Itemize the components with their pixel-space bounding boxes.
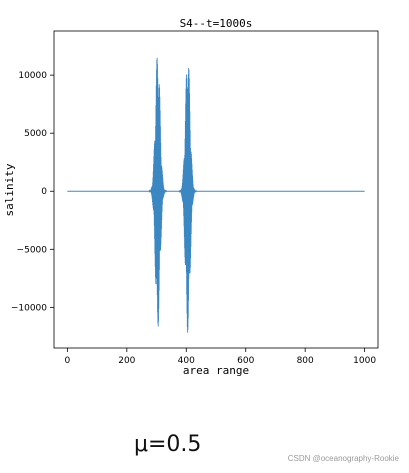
y-axis-label: salinity [3,163,16,216]
salinity-chart: S4--t=1000s 0 200 400 600 800 1000 −10000 −500… [3,17,379,377]
x-tick-label: 400 [178,356,195,366]
salinity-line [67,57,365,333]
chart-title: S4--t=1000s [180,17,253,30]
x-tick-label: 1000 [353,356,376,366]
y-tick-label: −10000 [11,303,47,313]
x-axis-label: area range [183,364,249,377]
x-tick-label: 0 [65,356,71,366]
x-tick-label: 200 [118,356,135,366]
y-tick-label: 0 [41,187,47,197]
y-tick-label: 5000 [24,129,47,139]
plot-frame [53,30,379,349]
x-tick-label: 800 [297,356,314,366]
watermark: CSDN @oceanography-Rookie [287,454,399,463]
mu-caption: μ=0.5 [134,432,202,457]
salinity-series [67,57,365,333]
x-tick-label: 600 [237,356,254,366]
y-axis-ticks: −10000 −5000 0 5000 10000 [11,71,54,313]
x-axis-ticks: 0 200 400 600 800 1000 [65,348,376,366]
y-tick-label: −5000 [17,245,48,255]
y-tick-label: 10000 [18,71,47,81]
